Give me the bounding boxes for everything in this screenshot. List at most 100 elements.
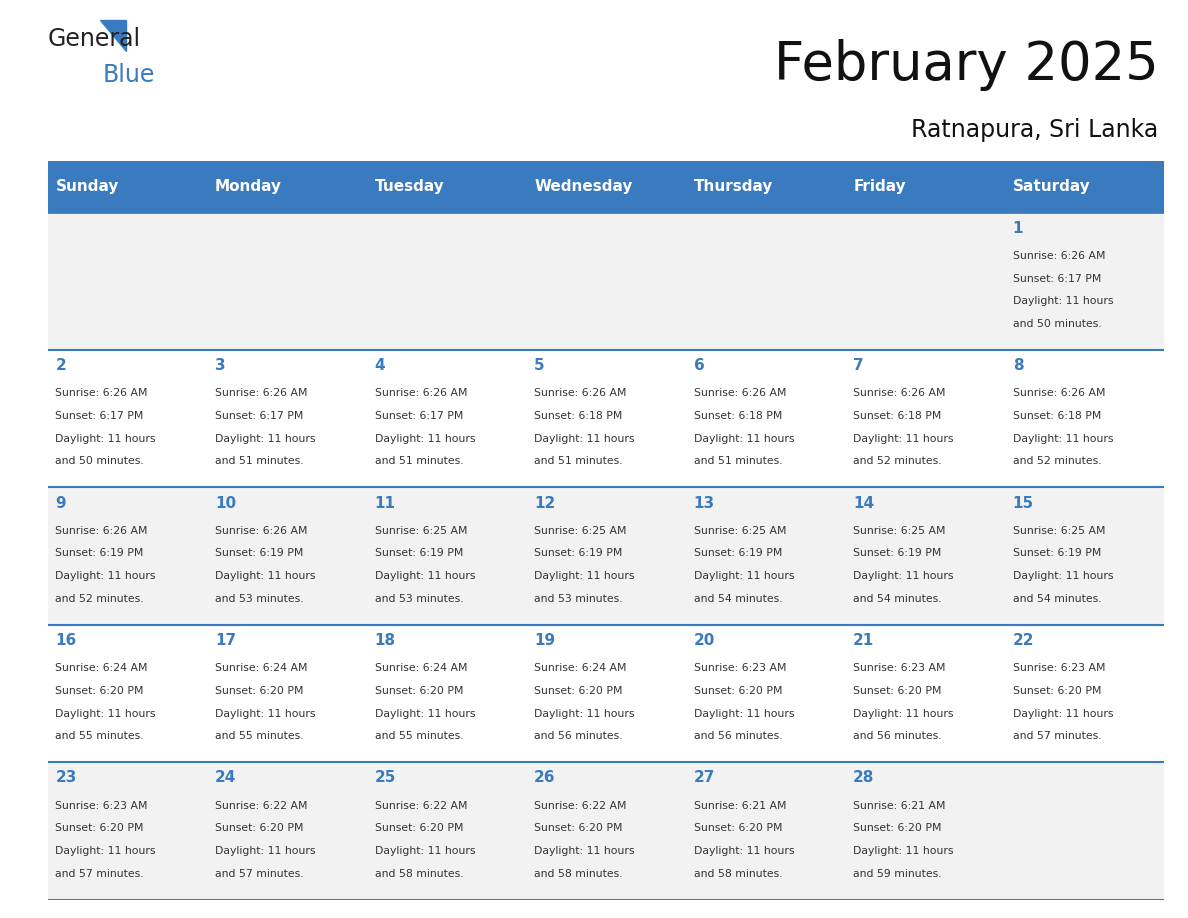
Text: and 53 minutes.: and 53 minutes. [535,594,623,604]
Bar [48,161,207,212]
Text: Daylight: 11 hours: Daylight: 11 hours [56,709,156,719]
Bar [1005,625,1164,762]
Bar [48,350,207,487]
Text: Daylight: 11 hours: Daylight: 11 hours [56,433,156,443]
Text: Sunrise: 6:26 AM: Sunrise: 6:26 AM [56,388,148,398]
Text: and 53 minutes.: and 53 minutes. [215,594,304,604]
Text: and 52 minutes.: and 52 minutes. [853,456,942,466]
Text: and 51 minutes.: and 51 minutes. [374,456,463,466]
Text: Sunset: 6:20 PM: Sunset: 6:20 PM [535,686,623,696]
Text: Sunset: 6:20 PM: Sunset: 6:20 PM [535,823,623,834]
Bar [526,762,685,900]
Bar [48,212,207,350]
Text: Sunset: 6:20 PM: Sunset: 6:20 PM [56,823,144,834]
Text: Saturday: Saturday [1012,179,1091,194]
Bar [48,762,207,900]
Text: and 59 minutes.: and 59 minutes. [853,868,942,879]
Text: Sunset: 6:17 PM: Sunset: 6:17 PM [1012,274,1101,284]
Bar [207,212,367,350]
Text: Sunrise: 6:26 AM: Sunrise: 6:26 AM [535,388,626,398]
Bar [1005,350,1164,487]
Text: 1: 1 [1012,220,1023,236]
Bar [48,487,207,625]
Bar [207,487,367,625]
Text: Daylight: 11 hours: Daylight: 11 hours [56,846,156,856]
Text: Sunrise: 6:22 AM: Sunrise: 6:22 AM [215,800,308,811]
Text: Daylight: 11 hours: Daylight: 11 hours [535,571,634,581]
Text: Sunset: 6:19 PM: Sunset: 6:19 PM [56,548,144,558]
Text: and 51 minutes.: and 51 minutes. [535,456,623,466]
Text: Wednesday: Wednesday [535,179,632,194]
Text: Sunset: 6:20 PM: Sunset: 6:20 PM [853,686,942,696]
Bar [845,161,1005,212]
Bar [845,625,1005,762]
Text: Sunrise: 6:26 AM: Sunrise: 6:26 AM [215,526,308,536]
Text: Thursday: Thursday [694,179,773,194]
Text: Daylight: 11 hours: Daylight: 11 hours [1012,297,1113,307]
Text: Sunset: 6:17 PM: Sunset: 6:17 PM [215,411,303,421]
Text: Sunrise: 6:24 AM: Sunrise: 6:24 AM [535,663,626,673]
Text: Daylight: 11 hours: Daylight: 11 hours [535,433,634,443]
Text: 6: 6 [694,358,704,373]
Text: Sunset: 6:20 PM: Sunset: 6:20 PM [694,823,782,834]
Text: Sunset: 6:17 PM: Sunset: 6:17 PM [56,411,144,421]
Bar [207,762,367,900]
Text: 23: 23 [56,770,77,786]
Text: Sunrise: 6:23 AM: Sunrise: 6:23 AM [694,663,786,673]
Text: Blue: Blue [102,63,154,87]
Text: 11: 11 [374,496,396,510]
Text: Daylight: 11 hours: Daylight: 11 hours [853,709,954,719]
Text: Friday: Friday [853,179,905,194]
Text: Sunset: 6:17 PM: Sunset: 6:17 PM [374,411,463,421]
Bar [367,350,526,487]
Text: Sunrise: 6:21 AM: Sunrise: 6:21 AM [853,800,946,811]
Text: Sunrise: 6:26 AM: Sunrise: 6:26 AM [215,388,308,398]
Text: Sunset: 6:18 PM: Sunset: 6:18 PM [535,411,623,421]
Text: 4: 4 [374,358,385,373]
Text: Sunset: 6:18 PM: Sunset: 6:18 PM [1012,411,1101,421]
Text: Sunrise: 6:23 AM: Sunrise: 6:23 AM [56,800,148,811]
Text: 10: 10 [215,496,236,510]
Text: 7: 7 [853,358,864,373]
Text: Sunrise: 6:26 AM: Sunrise: 6:26 AM [694,388,786,398]
Text: Sunset: 6:20 PM: Sunset: 6:20 PM [215,823,303,834]
Bar [1005,161,1164,212]
Text: 20: 20 [694,633,715,648]
Text: Daylight: 11 hours: Daylight: 11 hours [853,571,954,581]
Text: Sunrise: 6:23 AM: Sunrise: 6:23 AM [853,663,946,673]
Text: Daylight: 11 hours: Daylight: 11 hours [694,846,794,856]
Text: 22: 22 [1012,633,1035,648]
Text: 21: 21 [853,633,874,648]
Text: 17: 17 [215,633,236,648]
Text: and 50 minutes.: and 50 minutes. [56,456,144,466]
Text: Daylight: 11 hours: Daylight: 11 hours [374,709,475,719]
Text: Sunrise: 6:25 AM: Sunrise: 6:25 AM [694,526,786,536]
Text: and 54 minutes.: and 54 minutes. [853,594,942,604]
Text: and 55 minutes.: and 55 minutes. [215,732,304,741]
Text: Sunday: Sunday [56,179,119,194]
Text: and 52 minutes.: and 52 minutes. [1012,456,1101,466]
Text: Ratnapura, Sri Lanka: Ratnapura, Sri Lanka [911,118,1158,142]
Bar [526,487,685,625]
Text: Daylight: 11 hours: Daylight: 11 hours [215,571,316,581]
Bar [526,161,685,212]
Text: and 50 minutes.: and 50 minutes. [1012,319,1101,329]
Text: and 56 minutes.: and 56 minutes. [694,732,782,741]
Text: Tuesday: Tuesday [374,179,444,194]
Text: Daylight: 11 hours: Daylight: 11 hours [215,846,316,856]
Text: Daylight: 11 hours: Daylight: 11 hours [215,433,316,443]
Text: Daylight: 11 hours: Daylight: 11 hours [535,709,634,719]
Text: 2: 2 [56,358,67,373]
Bar [1005,212,1164,350]
Text: Sunrise: 6:25 AM: Sunrise: 6:25 AM [853,526,946,536]
Text: Sunrise: 6:22 AM: Sunrise: 6:22 AM [374,800,467,811]
Text: and 55 minutes.: and 55 minutes. [56,732,144,741]
Bar [1005,762,1164,900]
Bar [367,487,526,625]
Text: Sunrise: 6:26 AM: Sunrise: 6:26 AM [374,388,467,398]
Text: Sunset: 6:20 PM: Sunset: 6:20 PM [56,686,144,696]
Bar [367,625,526,762]
Text: Sunrise: 6:24 AM: Sunrise: 6:24 AM [56,663,148,673]
Bar [207,350,367,487]
Text: Sunset: 6:19 PM: Sunset: 6:19 PM [1012,548,1101,558]
